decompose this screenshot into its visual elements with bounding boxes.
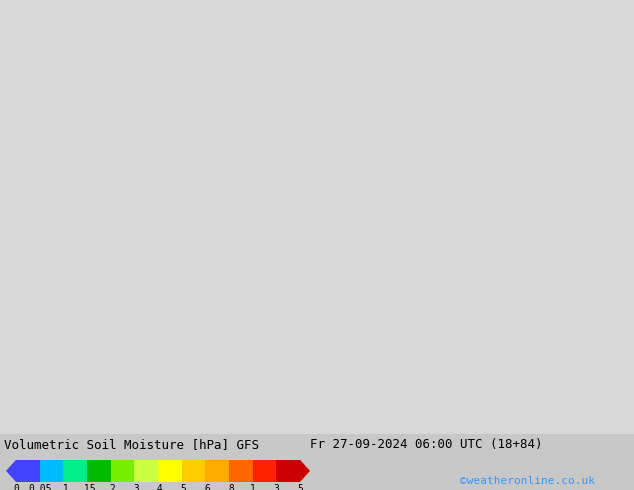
Text: .2: .2 [105, 484, 117, 490]
Text: 0.05: 0.05 [28, 484, 51, 490]
Text: 3: 3 [273, 484, 279, 490]
Text: 0: 0 [13, 484, 19, 490]
Bar [40, 460, 63, 482]
Text: 5: 5 [297, 484, 303, 490]
Text: .15: .15 [78, 484, 96, 490]
Bar [16, 460, 40, 482]
Text: .5: .5 [176, 484, 188, 490]
Text: .6: .6 [200, 484, 211, 490]
Text: .4: .4 [152, 484, 164, 490]
Bar [182, 460, 205, 482]
Polygon shape [6, 460, 16, 482]
Bar [63, 460, 87, 482]
Text: Volumetric Soil Moisture [hPa] GFS: Volumetric Soil Moisture [hPa] GFS [4, 438, 259, 451]
Bar [229, 460, 253, 482]
Text: .8: .8 [223, 484, 235, 490]
Text: Fr 27-09-2024 06:00 UTC (18+84): Fr 27-09-2024 06:00 UTC (18+84) [310, 438, 543, 451]
Bar [205, 460, 229, 482]
Text: ©weatheronline.co.uk: ©weatheronline.co.uk [460, 476, 595, 486]
Bar [276, 460, 300, 482]
Bar [134, 460, 158, 482]
Text: 1: 1 [250, 484, 256, 490]
Polygon shape [300, 460, 310, 482]
Bar [253, 460, 276, 482]
Bar [111, 460, 134, 482]
Bar [158, 460, 182, 482]
Bar [87, 460, 111, 482]
Text: .3: .3 [129, 484, 140, 490]
Text: .1: .1 [58, 484, 69, 490]
